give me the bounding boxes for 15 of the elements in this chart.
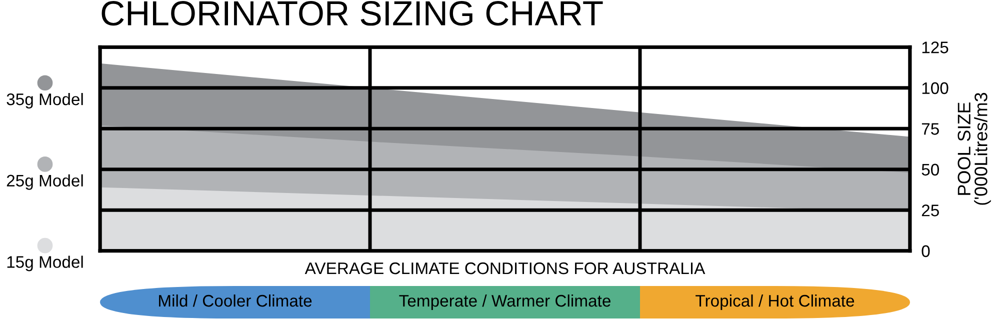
legend-label: 35g Model xyxy=(6,92,83,109)
legend-label: 15g Model xyxy=(7,256,83,272)
y-tick-label: 100 xyxy=(922,82,948,94)
y-tick-label: 50 xyxy=(922,164,939,176)
x-axis-title: AVERAGE CLIMATE CONDITIONS FOR AUSTRALIA xyxy=(304,262,706,274)
text: Temperate / Warmer Climate xyxy=(399,294,610,310)
text: Tropical / Hot Climate xyxy=(696,294,854,310)
y-tick-label: 0 xyxy=(922,245,930,258)
y-tick-label: 25 xyxy=(922,204,939,216)
legend-label: 25g Model xyxy=(6,174,83,190)
y-tick-label: 125 xyxy=(922,42,948,54)
chart-title: CHLORINATOR SIZING CHART xyxy=(102,1,603,26)
text: Mild / Cooler Climate xyxy=(159,294,312,307)
y-axis-title: POOL SIZE ('000Litres/m3 xyxy=(958,92,991,205)
y-tick-label: 75 xyxy=(922,123,939,135)
